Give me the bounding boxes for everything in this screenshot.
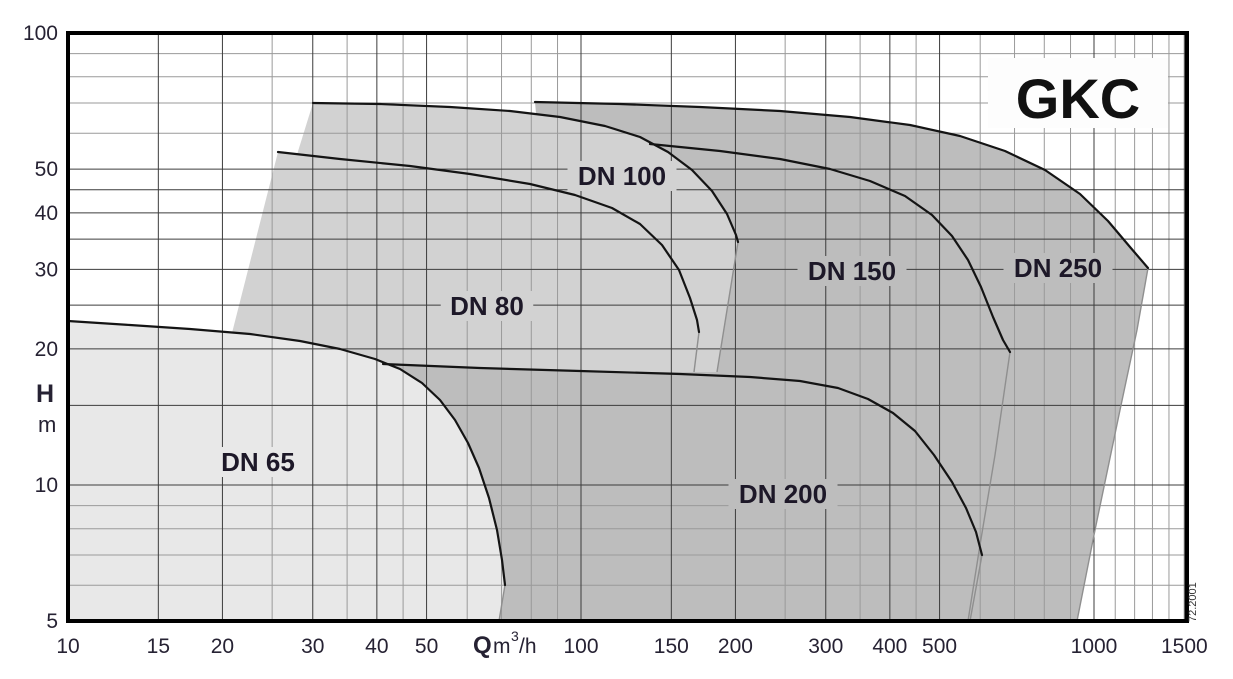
region-soft-edge-dn100 — [716, 241, 739, 373]
doc-code-watermark: 72.2001 — [1187, 582, 1199, 622]
y-tick-label-20: 20 — [35, 338, 58, 361]
y-axis-unit: m — [38, 412, 56, 437]
region-outline-dn65 — [66, 319, 507, 587]
region-soft-edge-dn250 — [1076, 267, 1149, 622]
x-tick-label-30: 30 — [301, 635, 324, 658]
region-outline-dn150 — [648, 142, 1012, 354]
y-axis-symbol: H — [36, 380, 54, 408]
region-label-dn250: DN 250 — [1014, 253, 1102, 283]
region-label-dn200: DN 200 — [739, 479, 827, 509]
y-tick-label-30: 30 — [35, 258, 58, 281]
x-tick-label-200: 200 — [718, 635, 753, 658]
x-tick-label-150: 150 — [654, 635, 689, 658]
region-soft-edge-dn65 — [498, 584, 506, 622]
axis-tick-labels: 10 15 20 30 40 50 100 150 200 300 400 500 1000 1500 10… — [23, 22, 1208, 658]
region-soft-edge-dn150 — [967, 351, 1011, 622]
x-axis-symbol: Q — [473, 632, 492, 659]
x-tick-label-100: 100 — [563, 635, 598, 658]
region-dn80 — [232, 152, 699, 372]
region-label-halo-dn100 — [567, 161, 677, 191]
region-labels: DN 250 DN 150 DN 100 DN 80 DN 200 DN 65 — [211, 161, 1113, 509]
region-soft-edge-dn200 — [969, 554, 983, 622]
x-tick-label-1000: 1000 — [1071, 635, 1118, 658]
x-axis-unit-sup: 3 — [511, 628, 519, 644]
y-axis-title: Hm — [36, 380, 56, 437]
region-label-dn100: DN 100 — [578, 161, 666, 191]
region-label-dn150: DN 150 — [808, 256, 896, 286]
x-tick-label-15: 15 — [147, 635, 170, 658]
region-label-halo-dn200 — [728, 479, 838, 509]
series-badge-box — [988, 58, 1168, 128]
x-tick-label-20: 20 — [211, 635, 234, 658]
grid-lines — [68, 33, 1187, 621]
x-tick-label-500: 500 — [922, 635, 957, 658]
x-tick-label-40: 40 — [365, 635, 388, 658]
region-label-halo-dn150 — [797, 256, 907, 286]
x-tick-label-1500: 1500 — [1161, 635, 1208, 658]
region-outline-dn80 — [276, 150, 701, 334]
region-label-halo-dn250 — [1003, 253, 1113, 283]
x-tick-label-50: 50 — [415, 635, 438, 658]
y-tick-label-40: 40 — [35, 202, 58, 225]
region-label-dn80: DN 80 — [450, 291, 524, 321]
y-tick-label-50: 50 — [35, 158, 58, 181]
region-label-halo-dn65 — [211, 447, 305, 477]
region-outline-dn250 — [533, 100, 1150, 270]
y-tick-label-100: 100 — [23, 22, 58, 45]
y-tick-label-5: 5 — [46, 610, 58, 633]
region-label-halo-dn80 — [440, 291, 534, 321]
region-dn200 — [383, 364, 982, 621]
x-tick-label-400: 400 — [872, 635, 907, 658]
region-outline-dn100 — [311, 101, 740, 244]
x-axis-unit-tail: /h — [519, 635, 537, 658]
x-tick-label-300: 300 — [808, 635, 843, 658]
region-outlines — [66, 100, 1150, 622]
region-soft-edge-dn80 — [693, 331, 700, 373]
series-badge-title: GKC — [1016, 67, 1140, 130]
region-label-dn65: DN 65 — [221, 447, 295, 477]
y-tick-label-10: 10 — [35, 474, 58, 497]
x-tick-label-10: 10 — [56, 635, 79, 658]
region-outline-dn200 — [381, 362, 984, 557]
x-axis-unit-base: m — [493, 635, 511, 658]
plot-border — [66, 31, 1189, 623]
